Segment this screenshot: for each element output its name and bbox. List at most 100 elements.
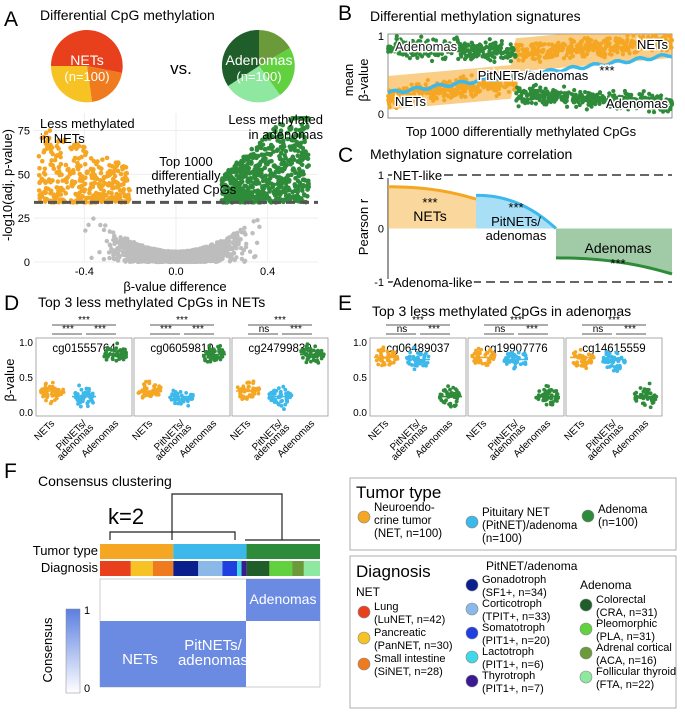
small-point — [73, 392, 78, 397]
volcano-point-grey — [231, 239, 236, 245]
small-point — [645, 397, 650, 401]
b-point-adenoma — [492, 59, 497, 65]
volcano-point-grey — [201, 254, 206, 259]
volcano-point-grey — [142, 247, 148, 252]
volcano-point-grey — [182, 258, 188, 264]
volcano-point-grey — [139, 252, 145, 257]
b-point-adenoma — [564, 98, 569, 103]
sig-label-top: *** — [608, 315, 620, 326]
volcano-point-grey — [247, 249, 253, 254]
volcano-point-grey — [219, 253, 224, 259]
panel-c-ylabel: Pearson r — [356, 198, 371, 255]
volcano-point-grey — [222, 244, 227, 249]
small-point — [647, 381, 652, 386]
small-point — [179, 397, 184, 402]
volcano-point-adenoma — [297, 133, 302, 138]
b-point-net — [554, 42, 560, 47]
volcano-point-net — [123, 165, 129, 170]
volcano-point-adenoma — [305, 152, 311, 158]
b-point-adenoma — [468, 54, 473, 59]
volcano-point-adenoma — [267, 167, 273, 173]
volcano-point-adenoma — [289, 195, 295, 200]
small-point — [203, 350, 208, 354]
x-tick-label: -0.4 — [75, 266, 94, 278]
volcano-point-grey — [189, 256, 194, 262]
small-point — [176, 401, 180, 406]
y-tick-label: 50 — [18, 169, 30, 181]
volcano-point-grey — [187, 252, 193, 258]
volcano-point-grey — [125, 239, 131, 244]
volcano-point-adenoma — [283, 180, 289, 186]
volcano-point-net — [42, 166, 48, 172]
volcano-point-net — [41, 178, 47, 184]
small-point — [304, 360, 309, 365]
b-point-adenoma — [575, 95, 581, 101]
b-point-adenoma — [534, 92, 539, 98]
legend-net-l2: crine tumor — [374, 515, 432, 527]
y-tick: 0.5 — [19, 373, 33, 384]
b-label-nets: NETs — [637, 37, 669, 52]
sig-label-left: *** — [62, 324, 74, 335]
small-point — [447, 402, 451, 407]
volcano-point-adenoma — [263, 173, 269, 179]
small-point — [571, 351, 576, 356]
volcano-point-adenoma — [278, 128, 284, 134]
c-label-netlike: NET-like — [393, 168, 442, 183]
small-point — [381, 348, 386, 353]
b-point-net — [459, 94, 464, 99]
small-point — [387, 359, 392, 364]
small-point — [43, 382, 48, 387]
diagnosis-seg-4 — [198, 561, 223, 576]
y-tick-label: 0 — [24, 257, 30, 269]
volcano-point-grey — [119, 243, 124, 248]
volcano-point-adenoma — [244, 191, 250, 196]
legend-aden-name: Colorectal — [596, 594, 646, 606]
volcano-point-grey — [144, 252, 149, 257]
volcano-point-grey — [167, 259, 172, 264]
b-point-net — [473, 92, 478, 97]
volcano-point-grey — [124, 243, 129, 248]
volcano-point-net — [39, 158, 45, 164]
volcano-point-net — [36, 172, 42, 178]
volcano-point-adenoma — [301, 192, 307, 197]
small-point — [147, 379, 152, 384]
small-point — [316, 360, 321, 365]
volcano-point-net — [56, 188, 61, 194]
small-point — [607, 364, 612, 369]
b-point-net — [568, 37, 573, 42]
volcano-point-net — [96, 164, 102, 170]
b-point-adenoma — [533, 101, 539, 106]
c-label-pit-1: PitNETs/ — [491, 214, 541, 229]
volcano-point-adenoma — [257, 143, 263, 149]
legend-pitnet-l2: (PitNET)/adenoma — [482, 520, 578, 532]
volcano-point-adenoma — [246, 179, 251, 185]
volcano-point-adenoma — [246, 165, 252, 171]
x-tick-label: 0.0 — [168, 266, 183, 278]
b-point-net — [524, 53, 529, 58]
volcano-point-grey — [257, 224, 262, 230]
c-label-adenlike: Adenoma-like — [393, 275, 473, 290]
b-point-net — [585, 51, 590, 57]
volcano-point-net — [123, 171, 129, 176]
b-point-adenoma — [515, 96, 520, 101]
b-point-adenoma — [498, 46, 503, 51]
volcano-point-adenoma — [283, 155, 288, 161]
b-point-net — [561, 46, 566, 51]
b-point-net — [492, 87, 497, 93]
legend-pit-dot — [465, 674, 479, 688]
volcano-point-net — [71, 158, 77, 163]
b-point-adenoma — [498, 55, 504, 60]
b-point-net — [668, 34, 673, 39]
legend-pit-name: Somatotroph — [482, 622, 545, 634]
b-point-adenoma — [582, 89, 588, 95]
volcano-point-adenoma — [248, 183, 253, 189]
volcano-point-grey — [234, 255, 239, 260]
b-point-net — [516, 48, 521, 54]
volcano-point-adenoma — [302, 137, 307, 143]
volcano-point-adenoma — [243, 154, 249, 160]
b-y-tick: 1 — [378, 31, 384, 43]
consensus-label: Consensus — [40, 617, 55, 683]
legend-net-count: (SiNET, n=28) — [374, 666, 443, 678]
b-point-adenoma — [388, 44, 393, 50]
small-point — [507, 354, 512, 359]
